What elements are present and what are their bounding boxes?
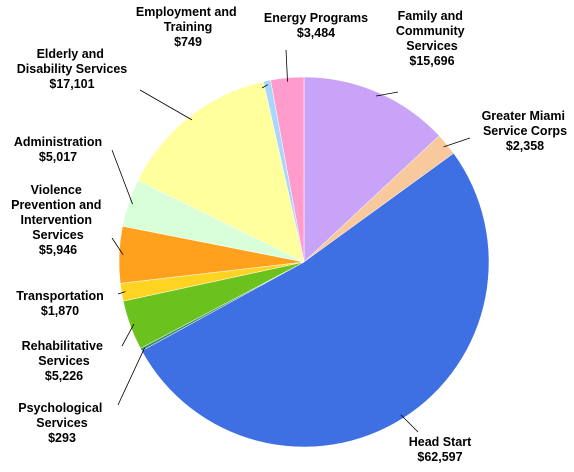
slice-label: Violence Prevention and Intervention Ser… [11, 183, 105, 242]
slice-label: Administration [14, 135, 102, 149]
slice-label: Head Start [409, 435, 472, 449]
slice-label: Psychological Services [18, 401, 106, 430]
label-line: Administration [14, 135, 102, 149]
value-label: $3,484 [297, 26, 335, 40]
slice-label: Employment and Training [136, 5, 240, 34]
label-line: Community [396, 24, 468, 38]
leader-line [117, 347, 145, 406]
label-line: Energy Programs [264, 11, 368, 25]
label-line: Head Start [409, 435, 472, 449]
value-label: $17,101 [49, 77, 94, 91]
label-line: Disability Services [17, 62, 128, 76]
leader-line [117, 291, 126, 295]
leader-line [121, 323, 135, 347]
leader-line [111, 237, 124, 256]
value-label: $5,017 [39, 150, 77, 164]
label-line: Violence [31, 183, 86, 197]
slice-label: Family and Community Services [396, 9, 468, 53]
label-line: Services [38, 354, 89, 368]
label-line: Rehabilitative [22, 339, 107, 353]
label-line: Elderly and [37, 47, 108, 61]
label-line: Psychological [18, 401, 106, 415]
label-line: Intervention [20, 213, 95, 227]
leader-line [400, 414, 419, 433]
label-line: Service Corps [483, 124, 567, 138]
value-label: $5,946 [39, 243, 77, 257]
value-label: $62,597 [417, 450, 462, 464]
label-line: Services [36, 416, 87, 430]
slice-label: Greater Miami Service Corps [482, 109, 569, 138]
label-line: Services [406, 39, 457, 53]
slice [141, 152, 490, 448]
value-label: $5,226 [45, 369, 83, 383]
slice [303, 76, 440, 263]
leader-line [139, 89, 193, 121]
leader-line [376, 91, 399, 97]
value-label: $749 [174, 35, 202, 49]
leader-line [111, 149, 133, 205]
slice-label: Rehabilitative Services [22, 339, 107, 368]
label-line: Training [164, 20, 213, 34]
label-line: Family and [398, 9, 467, 23]
label-line: Employment and [136, 5, 240, 19]
leader-line [285, 49, 288, 82]
slice-label: Transportation [16, 289, 104, 303]
label-line: Greater Miami [482, 109, 569, 123]
value-label: $293 [48, 431, 76, 445]
label-line: Transportation [16, 289, 104, 303]
leader-line [443, 137, 471, 148]
label-line: Services [32, 228, 83, 242]
label-line: Prevention and [11, 198, 105, 212]
leader-line [261, 84, 268, 89]
slice [137, 81, 305, 263]
value-label: $1,870 [41, 304, 79, 318]
value-label: $2,358 [506, 139, 544, 153]
slice-label: Energy Programs [264, 11, 368, 25]
slice-label: Elderly and Disability Services [17, 47, 128, 76]
value-label: $15,696 [409, 54, 454, 68]
